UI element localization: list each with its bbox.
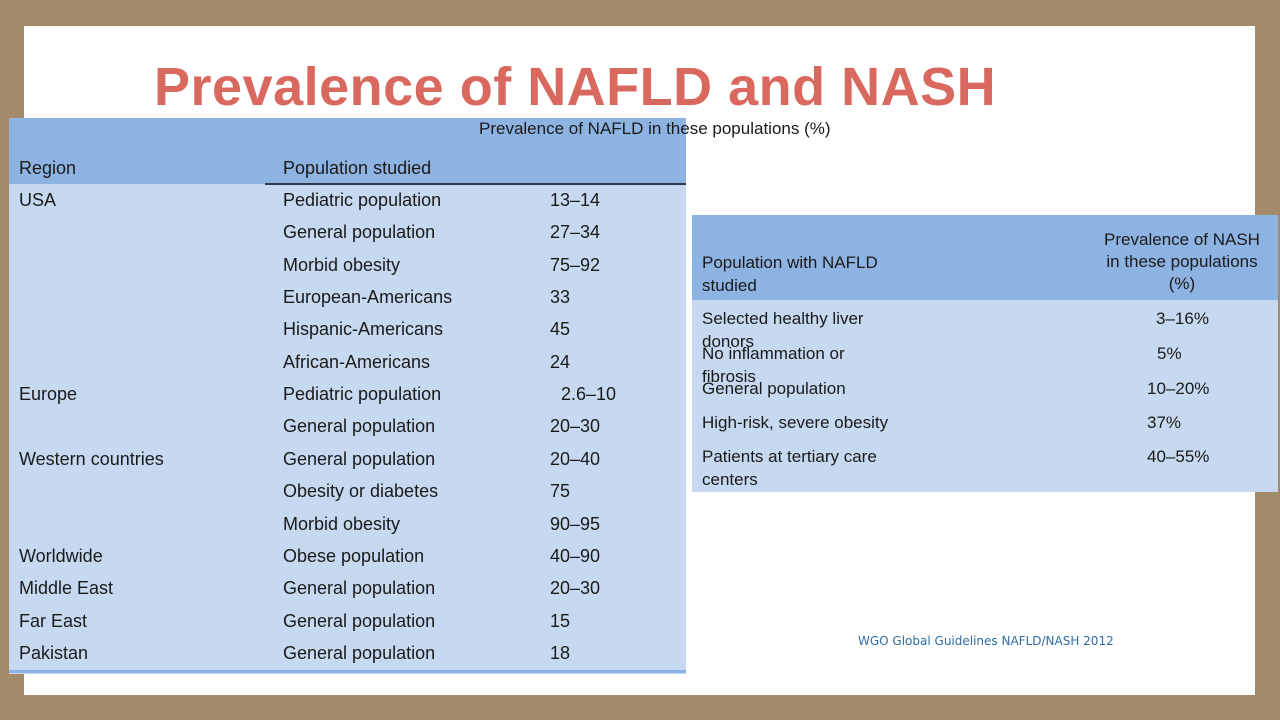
nash-row-value: 10–20%	[1147, 379, 1210, 398]
nash-row-population: General population	[702, 379, 846, 398]
nafld-row-value: 13–14	[550, 190, 601, 210]
nafld-row-population: General population	[283, 448, 436, 469]
nash-row-population: No inflammation or fibrosis	[702, 344, 845, 386]
nafld-row-population: General population	[283, 222, 436, 243]
nash-table-header	[692, 215, 1278, 300]
nafld-row-value: 15	[550, 610, 571, 631]
nafld-header-population: Population studied	[283, 158, 432, 178]
nafld-row-region: Far East	[19, 610, 88, 631]
nash-row-value: 5%	[1157, 344, 1182, 363]
nash-row-value: 3–16%	[1156, 309, 1209, 328]
nafld-row-population: General population	[283, 642, 436, 663]
nafld-row-population: Pediatric population	[283, 384, 442, 405]
nafld-row-value: 45	[550, 319, 571, 340]
nafld-row-population: General population	[283, 578, 436, 599]
nafld-row-value: 90–95	[550, 513, 601, 534]
nafld-header-region: Region	[19, 158, 77, 178]
nafld-row-region: Europe	[19, 384, 78, 405]
nash-prevalence-table: Population with NAFLD studied Prevalence…	[692, 215, 1278, 492]
nafld-row-region: Middle East	[19, 578, 114, 599]
nafld-row-population: Obese population	[283, 545, 425, 566]
nash-header-population: Population with NAFLD studied	[702, 253, 878, 295]
nafld-row-value: 75–92	[550, 254, 601, 275]
nafld-row-value: 27–34	[550, 222, 601, 243]
nafld-row-population: General population	[283, 416, 436, 437]
nafld-row-population: Pediatric population	[283, 190, 442, 210]
nafld-header-prevalence: Prevalence of NAFLD in these populations…	[479, 119, 831, 138]
nafld-row-population: Morbid obesity	[283, 513, 401, 534]
nash-row-value: 40–55%	[1147, 447, 1210, 466]
nafld-row-population: Morbid obesity	[283, 254, 401, 275]
nafld-row-value: 2.6–10	[561, 384, 617, 405]
nafld-table-bottom-rule	[9, 670, 686, 673]
nafld-row-population: Hispanic-Americans	[283, 319, 444, 340]
nash-row-population: Selected healthy liver donors	[702, 309, 864, 351]
nash-row-population: High-risk, severe obesity	[702, 413, 889, 432]
nafld-row-value: 20–40	[550, 448, 601, 469]
nafld-row-region: Worldwide	[19, 545, 103, 566]
nafld-row-value: 18	[550, 642, 571, 663]
nafld-row-value: 20–30	[550, 416, 601, 437]
nafld-header-rule	[265, 183, 686, 185]
nafld-row-population: European-Americans	[283, 287, 453, 308]
nafld-table-header	[9, 118, 686, 184]
nash-row-value: 37%	[1147, 413, 1182, 432]
nafld-row-population: Obesity or diabetes	[283, 481, 439, 502]
nafld-row-region: USA	[19, 190, 57, 210]
nafld-row-value: 33	[550, 287, 571, 308]
nafld-row-value: 40–90	[550, 545, 601, 566]
nafld-row-value: 75	[550, 481, 571, 502]
slide-title: Prevalence of NAFLD and NASH	[154, 57, 997, 117]
nafld-prevalence-table: Region Population studied Prevalence of …	[9, 118, 831, 674]
nafld-row-value: 20–30	[550, 578, 601, 599]
nash-header-prevalence: Prevalence of NASH in these populations …	[1104, 230, 1260, 293]
nash-row-population: Patients at tertiary care centers	[702, 447, 877, 489]
nafld-row-region: Western countries	[19, 448, 164, 469]
nafld-row-value: 24	[550, 351, 571, 372]
nafld-row-population: General population	[283, 610, 436, 631]
nafld-row-population: African-Americans	[283, 351, 431, 372]
source-credit: WGO Global Guidelines NAFLD/NASH 2012	[858, 634, 1114, 648]
nafld-row-region: Pakistan	[19, 642, 89, 663]
